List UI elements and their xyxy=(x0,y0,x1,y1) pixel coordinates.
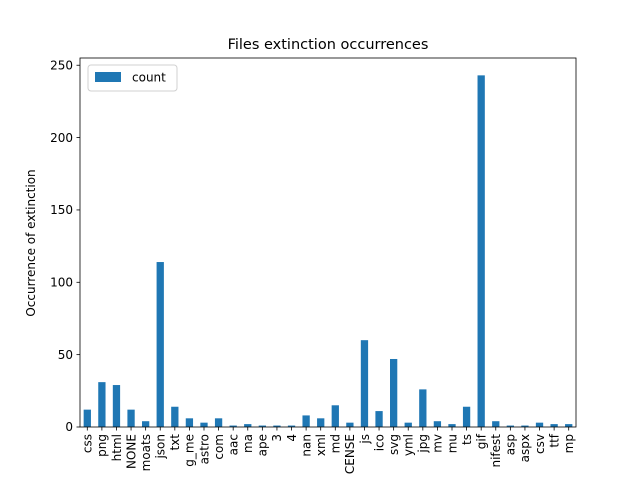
bar-ts xyxy=(462,406,471,427)
x-tick-label-js: js xyxy=(358,434,372,445)
bar-3 xyxy=(273,425,281,427)
bar-jpg xyxy=(419,389,427,427)
bar-g_me xyxy=(185,418,194,427)
axes-layer: 0 50 100 150 200 250 css png html NONE moats json tx… xyxy=(50,57,577,474)
x-tick-label-asp: asp xyxy=(504,434,518,455)
x-tick-label-css: css xyxy=(81,434,95,453)
x-tick-label-xml: xml xyxy=(314,434,328,456)
x-tick-label-moats: moats xyxy=(139,434,153,471)
x-tick-label-com: com xyxy=(212,434,226,460)
x-tick-label-md: md xyxy=(329,434,343,453)
legend: count xyxy=(87,64,178,92)
bar-yml xyxy=(404,422,412,427)
bar-svg xyxy=(390,358,398,427)
bar-asp xyxy=(506,425,514,427)
x-tick-label-html: html xyxy=(110,434,124,461)
legend-swatch-count xyxy=(95,72,121,82)
bar-aac xyxy=(229,425,237,427)
x-tick-label-ts: ts xyxy=(460,434,474,445)
x-tick-label-aac: aac xyxy=(226,434,240,455)
x-tick-label-aspx: aspx xyxy=(518,434,532,462)
x-tick-label-nifest: nifest xyxy=(489,434,503,468)
bar-astro xyxy=(200,422,208,427)
x-tick-label-ico: ico xyxy=(372,434,386,451)
x-tick-label-nan: nan xyxy=(299,434,313,457)
bar-ma xyxy=(244,424,252,427)
bar-txt xyxy=(171,406,179,427)
bar-CENSE xyxy=(346,422,354,427)
bar-json xyxy=(156,262,164,427)
bar-xml xyxy=(317,418,325,427)
x-tick-label-mu: mu xyxy=(445,434,459,453)
plot-frame xyxy=(79,57,577,428)
y-tick-label-100: 100 xyxy=(50,275,73,289)
bar-csv xyxy=(535,422,544,427)
x-tick-label-yml: yml xyxy=(402,434,416,456)
bar-4 xyxy=(287,425,296,427)
y-tick-label-150: 150 xyxy=(50,203,73,217)
x-tick-label-csv: csv xyxy=(533,434,547,454)
x-tick-label-mp: mp xyxy=(562,434,576,453)
x-tick-label-4: 4 xyxy=(285,434,299,442)
x-tick-label-txt: txt xyxy=(168,434,182,451)
x-tick-label-astro: astro xyxy=(197,434,211,464)
bar-aspx xyxy=(521,425,529,427)
x-tick-label-jpg: jpg xyxy=(416,434,430,454)
x-tick-label-svg: svg xyxy=(387,434,401,455)
bar-mu xyxy=(448,424,456,427)
x-tick-label-ape: ape xyxy=(256,434,270,456)
y-tick-label-0: 0 xyxy=(65,420,73,434)
y-tick-label-200: 200 xyxy=(50,131,73,145)
x-tick-label-g_me: g_me xyxy=(183,434,197,467)
bar-mp xyxy=(565,424,573,427)
bar-ttf xyxy=(550,424,558,427)
legend-box xyxy=(87,64,178,92)
bar-mv xyxy=(433,421,442,427)
bar-ico xyxy=(375,411,383,427)
x-tick-label-ma: ma xyxy=(241,434,255,453)
x-tick-label-3: 3 xyxy=(270,434,284,442)
bar-html xyxy=(112,385,121,427)
x-tick-label-json: json xyxy=(154,434,168,460)
x-tick-label-ttf: ttf xyxy=(547,433,561,447)
y-axis-label: Occurrence of extinction xyxy=(24,169,38,316)
bar-png xyxy=(98,382,106,427)
chart-title: Files extinction occurrences xyxy=(228,37,429,53)
bar-moats xyxy=(142,421,150,427)
y-tick-label-250: 250 xyxy=(50,58,73,72)
x-tick-label-CENSE: CENSE xyxy=(343,434,357,474)
bar-NONE xyxy=(127,409,135,427)
bar-ape xyxy=(258,425,266,427)
x-tick-label-NONE: NONE xyxy=(124,434,138,469)
bar-md xyxy=(331,405,339,427)
bar-nan xyxy=(302,415,310,427)
bar-gif xyxy=(477,75,485,428)
legend-label-count: count xyxy=(132,71,166,85)
x-tick-label-gif: gif xyxy=(474,433,488,449)
bar-js xyxy=(360,340,369,427)
x-tick-label-mv: mv xyxy=(431,434,445,453)
bar-nifest xyxy=(492,421,500,427)
bars-layer xyxy=(83,75,573,428)
bar-com xyxy=(214,418,223,427)
bar-css xyxy=(83,409,91,427)
x-tick-label-png: png xyxy=(95,434,109,457)
y-tick-label-50: 50 xyxy=(58,348,73,362)
